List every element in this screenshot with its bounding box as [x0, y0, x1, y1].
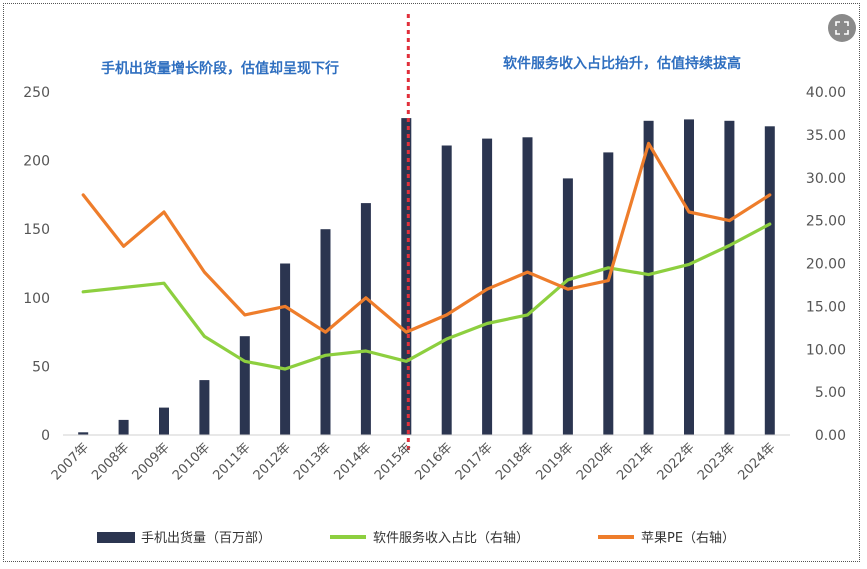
x-tick-label: 2020年	[574, 440, 617, 483]
right-tick-label: 20.00	[806, 257, 846, 273]
x-tick-label: 2007年	[49, 440, 92, 483]
legend-bar-swatch	[97, 532, 135, 543]
right-tick-label: 35.00	[806, 128, 846, 144]
bar-2023年	[724, 120, 735, 436]
bar-2009年	[159, 407, 169, 435]
expand-icon-glyph	[835, 21, 849, 35]
expand-icon[interactable]	[828, 14, 856, 42]
bar-2016年	[441, 145, 452, 435]
x-tick-label: 2015年	[372, 440, 415, 483]
x-tick-label: 2024年	[735, 440, 778, 483]
right-tick-label: 5.00	[815, 385, 846, 401]
left-tick-label: 150	[23, 222, 50, 238]
bar-2018年	[522, 137, 533, 436]
x-tick-label: 2021年	[614, 440, 657, 483]
bar-2019年	[562, 178, 573, 435]
legend-bar-label: 手机出货量（百万部）	[141, 530, 271, 546]
legend-software-label: 软件服务收入占比（右轴）	[373, 530, 529, 546]
chart-frame	[3, 3, 860, 562]
left-tick-label: 0	[41, 428, 50, 444]
right-tick-label: 15.00	[806, 299, 846, 315]
x-tick-label: 2019年	[534, 440, 577, 483]
right-tick-label: 25.00	[806, 214, 846, 230]
bar-2007年	[78, 432, 89, 435]
left-tick-label: 200	[23, 154, 50, 170]
right-tick-label: 30.00	[806, 171, 846, 187]
legend: 手机出货量（百万部） 软件服务收入占比（右轴） 苹果PE（右轴）	[97, 530, 735, 546]
x-tick-label: 2016年	[412, 440, 455, 483]
x-tick-label: 2023年	[695, 440, 738, 483]
bar-2010年	[199, 380, 210, 435]
bar-2021年	[643, 120, 654, 436]
bar-2017年	[482, 138, 493, 435]
x-tick-label: 2018年	[493, 440, 536, 483]
bar-2020年	[603, 152, 614, 435]
x-tick-label: 2014年	[332, 440, 375, 483]
right-phase-annotation: 软件服务收入占比抬升，估值持续拔高	[503, 55, 741, 72]
legend-pe-label: 苹果PE（右轴）	[641, 531, 735, 546]
bars-layer	[78, 118, 775, 436]
x-tick-label: 2022年	[655, 440, 698, 483]
x-tick-label: 2009年	[130, 440, 173, 483]
lines-layer	[81, 141, 772, 371]
left-tick-label: 250	[23, 85, 50, 101]
left-tick-label: 50	[32, 359, 50, 375]
right-tick-label: 0.00	[815, 428, 846, 444]
bar-2014年	[360, 203, 371, 435]
bar-2008年	[118, 419, 129, 435]
right-tick-label: 40.00	[806, 85, 846, 101]
apple-pe-line	[81, 141, 772, 334]
bar-2015年	[401, 118, 412, 435]
software-share-line	[81, 222, 772, 371]
bar-2024年	[764, 126, 775, 436]
x-tick-label: 2011年	[210, 440, 253, 483]
left-tick-label: 100	[23, 291, 50, 307]
bar-2011年	[239, 336, 250, 435]
x-tick-label: 2012年	[251, 440, 294, 483]
bar-2022年	[684, 119, 694, 436]
x-tick-label: 2008年	[89, 440, 132, 483]
bar-2012年	[280, 263, 291, 435]
right-tick-label: 10.00	[806, 342, 846, 358]
x-tick-label: 2010年	[170, 440, 213, 483]
left-phase-annotation: 手机出货量增长阶段，估值却呈现下行	[101, 60, 339, 77]
x-tick-label: 2017年	[453, 440, 496, 483]
x-tick-label: 2013年	[291, 440, 334, 483]
